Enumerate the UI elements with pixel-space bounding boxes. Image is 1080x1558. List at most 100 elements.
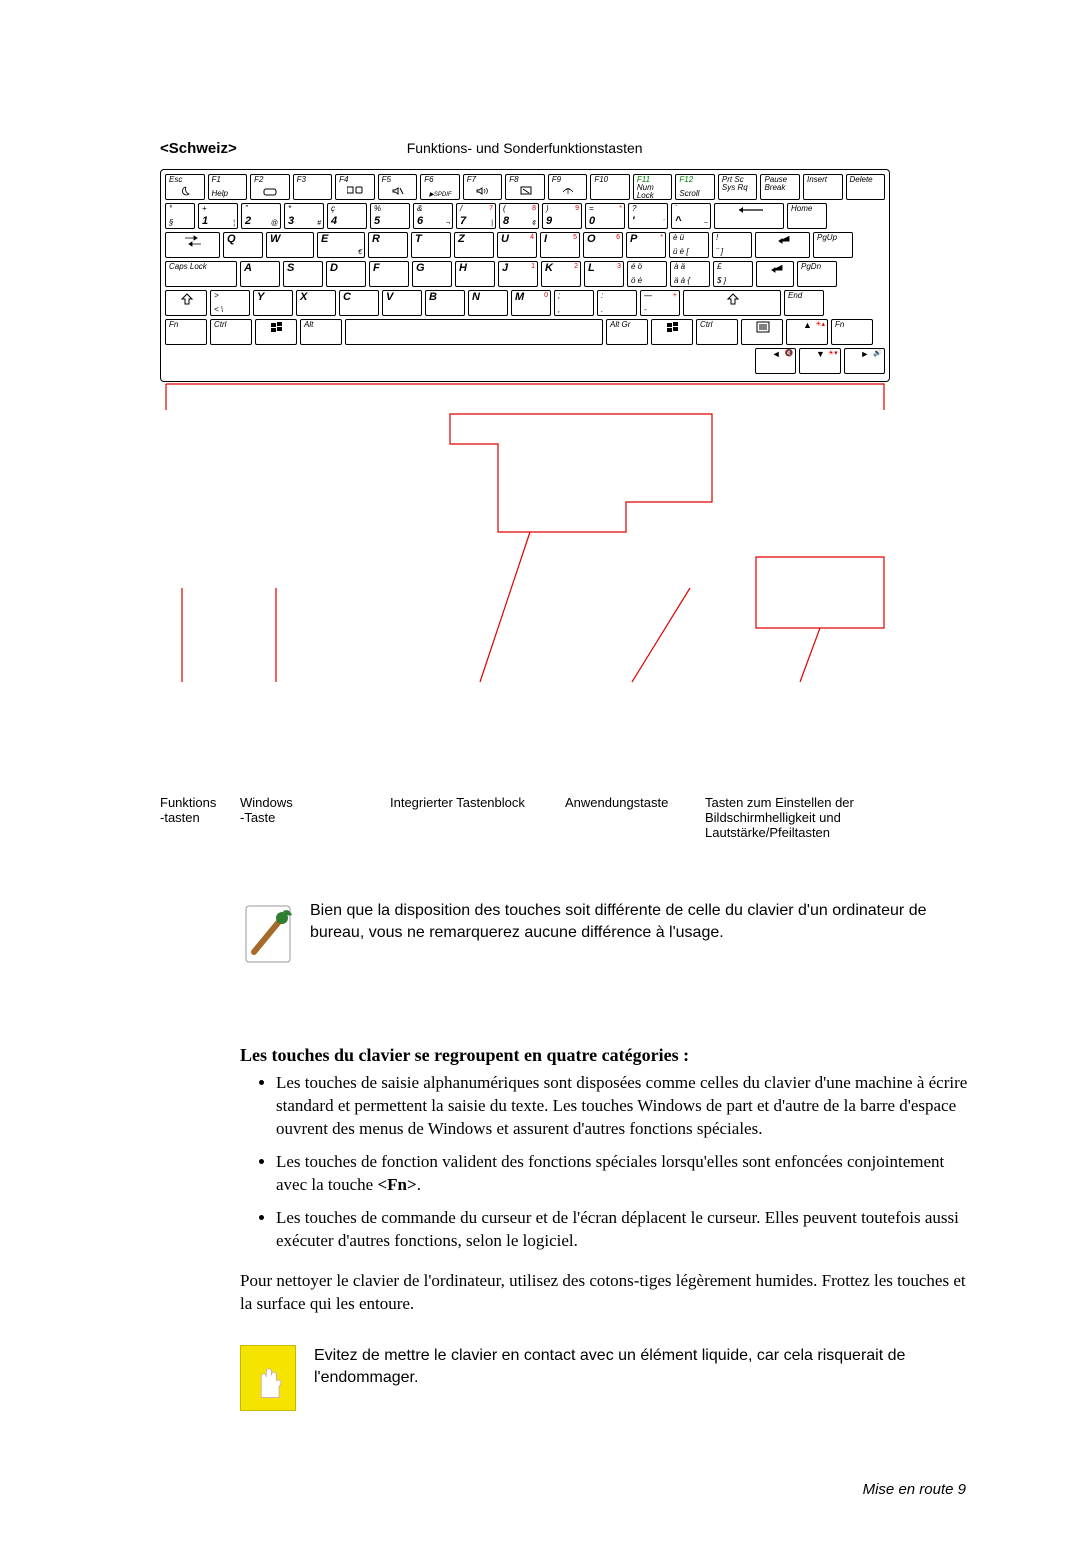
key: L3 [584, 261, 624, 287]
key: U4 [497, 232, 537, 258]
key: =0* [585, 203, 625, 229]
key: C [339, 290, 379, 316]
key: F8 [505, 174, 545, 200]
key: Caps Lock [165, 261, 237, 287]
key: H [455, 261, 495, 287]
key: E€ [317, 232, 365, 258]
list-item: Les touches de fonction valident des fon… [276, 1151, 970, 1197]
key: P* [626, 232, 666, 258]
key: F5 [378, 174, 418, 200]
key: F7 [463, 174, 503, 200]
key: N [468, 290, 508, 316]
key: Ctrl [696, 319, 738, 345]
key: S [283, 261, 323, 287]
key: Y [253, 290, 293, 316]
key: F1Help [208, 174, 248, 200]
key: !¨ ] [712, 232, 752, 258]
key: PauseBreak [760, 174, 800, 200]
list-item: Les touches de commande du curseur et de… [276, 1207, 970, 1253]
key: —-+ [640, 290, 680, 316]
key: V [382, 290, 422, 316]
key: (88¢ [499, 203, 539, 229]
key: F3 [293, 174, 333, 200]
section-heading: Les touches du clavier se regroupent en … [240, 1045, 970, 1066]
key: é öö é [627, 261, 667, 287]
key: ▲☀▴ [786, 319, 828, 345]
key: %5 [370, 203, 410, 229]
key: F6▶SPDIF [420, 174, 460, 200]
key: F2 [250, 174, 290, 200]
warning-text: Evitez de mettre le clavier en contact a… [314, 1345, 970, 1411]
key: A [240, 261, 280, 287]
key: "2@ [241, 203, 281, 229]
bullet-list: Les touches de saisie alphanumériques so… [240, 1072, 970, 1253]
key [756, 261, 794, 287]
keyboard-callouts: Funktions-tasten Windows-Taste Integrier… [160, 795, 970, 840]
key: F4 [335, 174, 375, 200]
key: ç4 [327, 203, 367, 229]
key: T [411, 232, 451, 258]
key: Esc [165, 174, 205, 200]
key: Alt Gr [606, 319, 648, 345]
info-note: Bien que la disposition des touches soit… [240, 900, 970, 975]
key: Q [223, 232, 263, 258]
key: Fn [165, 319, 207, 345]
key: B [425, 290, 465, 316]
key: ►🔊 [844, 348, 885, 374]
key: PgUp [813, 232, 853, 258]
key: Ctrl [210, 319, 252, 345]
key: K2 [541, 261, 581, 287]
key: Z [454, 232, 494, 258]
note-text: Bien que la disposition des touches soit… [310, 900, 970, 975]
key: F9 [548, 174, 588, 200]
hand-icon [240, 1345, 296, 1411]
key: ◄🔇 [755, 348, 796, 374]
key: O6 [583, 232, 623, 258]
key: J1 [498, 261, 538, 287]
key [165, 290, 207, 316]
page-footer: Mise en route 9 [160, 1481, 970, 1498]
key: ▼☀▾ [799, 348, 840, 374]
key [683, 290, 781, 316]
key: ;, [554, 290, 594, 316]
key [741, 319, 783, 345]
keyboard-diagram: EscF1HelpF2F3F4F5F6▶SPDIFF7F8F9F10F11Num… [160, 169, 890, 747]
key: F12Scroll [675, 174, 715, 200]
key: Delete [846, 174, 886, 200]
header-right: Funktions- und Sonderfunktionstasten [407, 140, 643, 156]
note-icon [240, 900, 300, 975]
key [714, 203, 784, 229]
key: Prt ScSys Rq [718, 174, 758, 200]
key: W [266, 232, 314, 258]
key: :. [597, 290, 637, 316]
key: Insert [803, 174, 843, 200]
key [165, 232, 220, 258]
key: °§ [165, 203, 195, 229]
key: F [369, 261, 409, 287]
key: >< \ [210, 290, 250, 316]
header-left: <Schweiz> [160, 140, 237, 157]
key: )99 [542, 203, 582, 229]
key: R [368, 232, 408, 258]
key: Home [787, 203, 827, 229]
key: PgDn [797, 261, 837, 287]
key: M0 [511, 290, 551, 316]
key: `^~ [671, 203, 711, 229]
key: End [784, 290, 824, 316]
key [345, 319, 603, 345]
key: £$ } [713, 261, 753, 287]
key: F11Num Lock [633, 174, 673, 200]
key [651, 319, 693, 345]
key: *3# [284, 203, 324, 229]
key: à ää à { [670, 261, 710, 287]
key [755, 232, 810, 258]
key: G [412, 261, 452, 287]
key: Fn [831, 319, 873, 345]
warning-note: Evitez de mettre le clavier en contact a… [240, 1345, 970, 1411]
key: D [326, 261, 366, 287]
key: +1¦ [198, 203, 238, 229]
key: Alt [300, 319, 342, 345]
list-item: Les touches de saisie alphanumériques so… [276, 1072, 970, 1141]
key: è üü è [ [669, 232, 709, 258]
key [255, 319, 297, 345]
